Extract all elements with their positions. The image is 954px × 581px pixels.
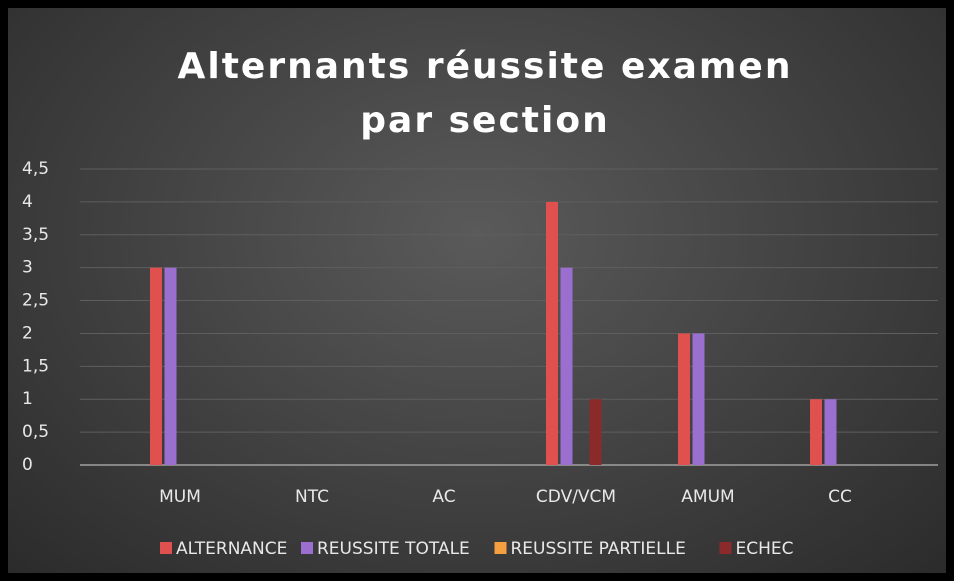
legend-label: REUSSITE TOTALE [317, 539, 470, 559]
bar [692, 333, 705, 465]
chart-title: Alternants réussite examen par section [177, 46, 793, 141]
x-tick-label: AC [432, 487, 455, 507]
bar [810, 399, 822, 465]
y-tick-label: 2,5 [22, 291, 49, 311]
legend-swatch [301, 542, 313, 554]
legend-label: ALTERNANCE [176, 539, 287, 559]
legend-swatch [719, 542, 732, 554]
bar [678, 333, 690, 465]
legend-label: REUSSITE PARTIELLE [511, 539, 686, 559]
bar [560, 267, 573, 465]
y-tick-label: 0 [22, 455, 33, 475]
bar [164, 267, 177, 465]
legend-label: ECHEC [736, 539, 794, 559]
legend-swatch [160, 542, 172, 554]
x-tick-label: CDV/VCM [536, 487, 616, 507]
x-tick-label: NTC [295, 487, 329, 507]
x-tick-label: AMUM [681, 487, 734, 507]
y-tick-label: 3 [22, 258, 33, 278]
y-tick-label: 1,5 [22, 356, 49, 376]
y-tick-label: 4 [22, 192, 33, 212]
y-tick-label: 0,5 [22, 422, 49, 442]
x-tick-label: CC [828, 487, 852, 507]
x-tick-label: MUM [159, 487, 201, 507]
bar [589, 399, 602, 465]
legend-swatch [494, 542, 507, 554]
y-tick-label: 2 [22, 323, 33, 343]
bar [546, 201, 558, 465]
bar [824, 399, 837, 465]
y-tick-label: 3,5 [22, 225, 49, 245]
y-tick-label: 4,5 [22, 159, 49, 179]
y-tick-label: 1 [22, 389, 33, 409]
bar [150, 267, 162, 465]
